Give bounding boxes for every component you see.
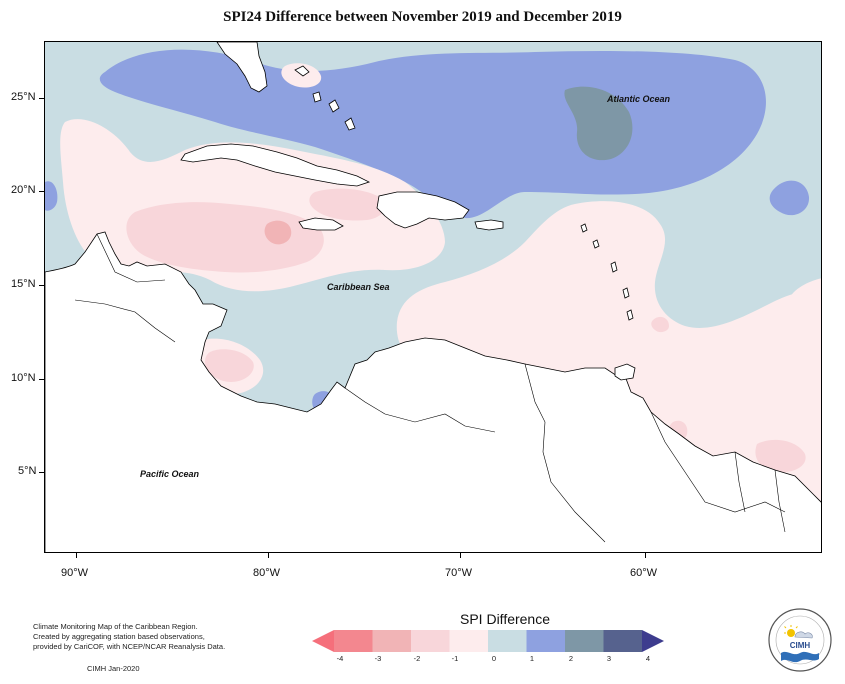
y-tick-label-15n: 15°N [11, 278, 36, 290]
land-trinidad [614, 363, 636, 381]
legend-tick-3: 3 [606, 654, 612, 663]
y-tick-label-5n: 5°N [18, 465, 37, 477]
land-antilles-4 [622, 287, 630, 299]
x-tick-label-60w: 60°W [630, 567, 658, 579]
sun-icon [784, 625, 798, 637]
x-tick-mark-70w [460, 553, 461, 558]
legend-arrow-low [312, 630, 334, 652]
legend-class-4 [449, 630, 488, 652]
legend-tick-4: 4 [645, 654, 651, 663]
legend-tick-0: 0 [491, 654, 497, 663]
land-bahamas-1 [294, 65, 310, 77]
map-canvas [45, 42, 821, 552]
legend-class-1 [334, 630, 373, 652]
logo-wordmark: CIMH [790, 641, 811, 650]
spi-zone-atlantic-blue-east [769, 180, 810, 216]
x-tick-mark-80w [268, 553, 269, 558]
islands [180, 42, 636, 381]
label-caribbean-sea: Caribbean Sea [327, 282, 390, 292]
y-tick-mark-15n [39, 285, 44, 286]
cimh-logo: CIMH [768, 608, 832, 672]
legend-colorbar [312, 630, 664, 652]
y-tick-label-10n: 10°N [11, 372, 36, 384]
spi-zone-guianas-pink-mid [755, 439, 806, 473]
land-hispaniola [376, 191, 470, 229]
land-bahamas-4 [344, 117, 356, 131]
wave-icon [781, 651, 819, 663]
spi-zone-bahamas-pink [281, 63, 322, 88]
land-antilles-2 [592, 239, 600, 249]
x-tick-mark-90w [76, 553, 77, 558]
y-tick-mark-25n [39, 98, 44, 99]
x-tick-label-90w: 90°W [61, 567, 89, 579]
land-antilles-1 [580, 223, 588, 233]
land-florida [216, 42, 268, 93]
x-tick-mark-60w [645, 553, 646, 558]
legend-tick-m2: -2 [413, 654, 421, 663]
legend-tick-2: 2 [568, 654, 574, 663]
footnote-line-3: provided by CariCOF, with NCEP/NCAR Rean… [33, 642, 226, 651]
legend-class-8 [603, 630, 642, 652]
spi-zone-atlantic-strong [564, 86, 633, 161]
y-tick-label-20n: 20°N [11, 184, 36, 196]
land-jamaica [298, 217, 344, 231]
land-antilles-5 [626, 309, 634, 321]
y-tick-label-25n: 25°N [11, 91, 36, 103]
legend-tick-m3: -3 [374, 654, 382, 663]
label-atlantic-ocean: Atlantic Ocean [607, 94, 671, 104]
footnote-line-1: Climate Monitoring Map of the Caribbean … [33, 622, 198, 631]
y-tick-mark-20n [39, 191, 44, 192]
x-tick-label-80w: 80°W [253, 567, 281, 579]
legend-tick-m4: -4 [336, 654, 344, 663]
map-panel: Atlantic Ocean Caribbean Sea Pacific Oce… [44, 41, 822, 553]
spi-zone-caribbean-pink-core [264, 220, 292, 245]
spi-zone-west-blue [45, 181, 58, 211]
legend-class-6 [526, 630, 565, 652]
cloud-icon [794, 631, 813, 639]
legend-class-2 [372, 630, 411, 652]
footnote-line-2: Created by aggregating station based obs… [33, 632, 205, 641]
land-cuba [180, 143, 371, 187]
map-title: SPI24 Difference between November 2019 a… [223, 9, 622, 25]
land-puerto-rico [474, 219, 504, 231]
land-bahamas-2 [312, 91, 322, 103]
spi-zone-east-pink [787, 278, 821, 320]
land-central-america [45, 231, 821, 552]
legend-arrow-high [642, 630, 664, 652]
spi-zone-lesser-antilles-pink-mid [651, 316, 669, 333]
spi-zone-caribbean-pink-mid [126, 202, 324, 273]
land-antilles-3 [610, 261, 618, 273]
label-pacific-ocean: Pacific Ocean [140, 469, 200, 479]
land-bahamas-3 [328, 99, 340, 113]
legend-tick-1: 1 [529, 654, 535, 663]
legend-title: SPI Difference [460, 611, 551, 627]
spi-zone-hispaniola-pink-mid [309, 188, 386, 221]
legend-tick-m1: -1 [451, 654, 459, 663]
land-masses [45, 231, 821, 552]
footnote-credit: CIMH Jan-2020 [87, 664, 140, 673]
legend-class-3 [411, 630, 450, 652]
legend-class-7 [565, 630, 604, 652]
y-tick-mark-5n [39, 472, 44, 473]
x-tick-label-70w: 70°W [445, 567, 473, 579]
y-tick-mark-10n [39, 379, 44, 380]
spi-zone-panama-pink-mid [205, 349, 254, 382]
legend-class-5 [488, 630, 527, 652]
country-borders [74, 233, 786, 543]
